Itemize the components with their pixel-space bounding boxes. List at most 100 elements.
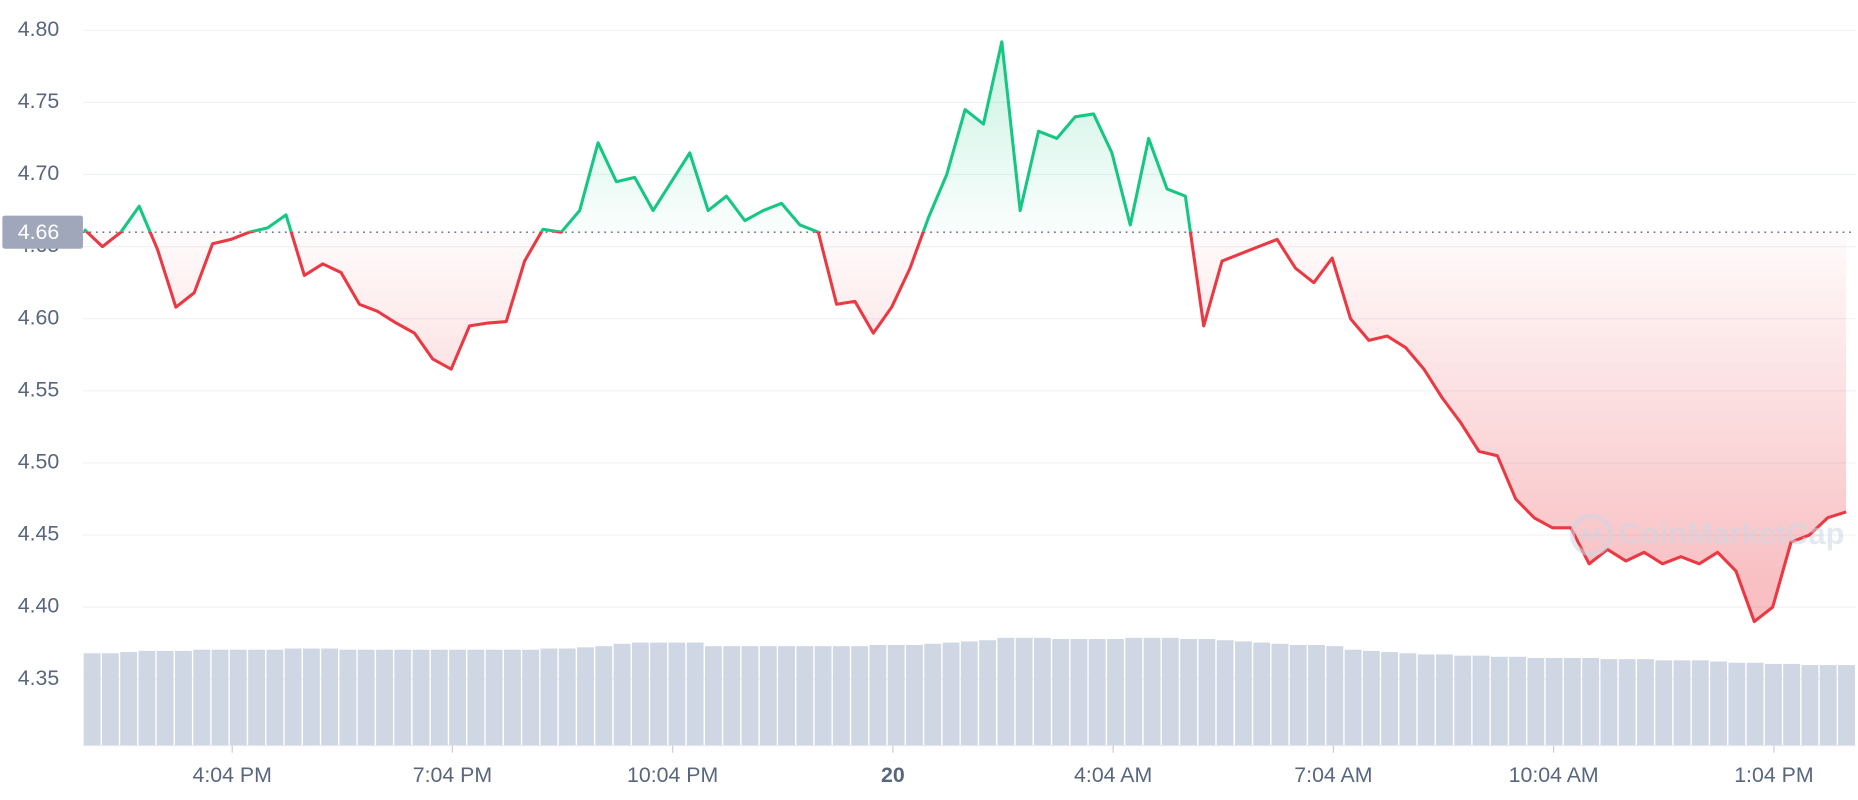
volume-bar	[1710, 661, 1727, 746]
volume-bar	[138, 650, 156, 746]
volume-bar	[357, 649, 375, 746]
x-tick-label: 7:04 PM	[413, 763, 492, 787]
y-tick-label: 4.70	[18, 161, 60, 185]
volume-bar	[1490, 656, 1508, 746]
volume-bar	[1381, 652, 1399, 746]
volume-bar	[1746, 662, 1764, 746]
volume-bar	[211, 649, 229, 746]
volume-bar	[942, 642, 960, 746]
volume-bar	[1655, 660, 1673, 746]
volume-bar	[1417, 654, 1435, 746]
x-tick-label: 1:04 PM	[1734, 763, 1813, 787]
volume-bar	[1271, 643, 1289, 746]
volume-bar	[248, 649, 265, 746]
volume-bar	[449, 649, 467, 746]
volume-bar	[1764, 663, 1782, 746]
volume-bar	[924, 643, 942, 746]
volume-bar	[1033, 637, 1051, 746]
baseline-label: 4.66	[18, 220, 59, 244]
volume-bar	[869, 644, 887, 746]
volume-bar	[321, 648, 339, 746]
volume-bar	[558, 648, 576, 746]
volume-bar	[1161, 637, 1179, 746]
volume-bar	[339, 649, 357, 746]
volume-bar	[1143, 637, 1161, 746]
volume-bar	[1819, 665, 1837, 746]
volume-bar	[430, 649, 448, 746]
y-tick-label: 4.75	[18, 89, 59, 113]
volume-bar	[266, 649, 284, 746]
volume-bar	[1637, 659, 1654, 746]
volume-bar	[1070, 639, 1088, 746]
volume-bar	[686, 642, 704, 746]
volume-bar	[887, 644, 905, 746]
volume-bar	[485, 649, 503, 746]
volume-bar	[1216, 640, 1234, 746]
volume-bar	[1783, 663, 1801, 746]
volume-bar	[759, 646, 777, 746]
volume-bar	[1234, 641, 1252, 746]
x-tick-label: 10:04 PM	[627, 763, 718, 787]
volume-bar	[394, 649, 412, 746]
volume-bar	[1344, 649, 1362, 746]
volume-bar	[175, 650, 192, 746]
volume-bar	[1399, 653, 1417, 746]
volume-bar	[1527, 657, 1545, 746]
volume-bar	[1180, 639, 1198, 746]
volume-bar	[1600, 659, 1618, 746]
volume-bar	[1198, 639, 1216, 746]
y-tick-label: 4.35	[18, 666, 59, 690]
volume-bar	[1618, 659, 1636, 746]
volume-bar	[101, 653, 119, 746]
volume-bar	[229, 649, 247, 746]
volume-bar	[83, 653, 101, 746]
volume-bar	[595, 646, 613, 746]
y-tick-label: 4.50	[18, 450, 60, 474]
volume-bar	[997, 637, 1015, 746]
axes: 4.354.404.454.504.554.604.654.704.754.80…	[2, 17, 1856, 787]
volume-bar	[796, 646, 814, 746]
watermark: CoinMarketCap	[1570, 513, 1845, 557]
volume-bar	[156, 650, 174, 746]
volume-bar	[1088, 639, 1106, 746]
volume-bar	[613, 643, 631, 746]
volume-bar	[376, 649, 393, 746]
volume-bar	[120, 652, 138, 746]
watermark-text: CoinMarketCap	[1619, 516, 1845, 551]
volume-bar	[1107, 639, 1124, 746]
volume-bar	[1436, 654, 1453, 746]
volume-bar	[302, 648, 320, 746]
x-tick-label: 20	[881, 763, 905, 787]
price-area	[84, 41, 1847, 622]
volume-bar	[1326, 646, 1344, 746]
volume-bar	[1582, 657, 1600, 746]
volume-bar	[1362, 650, 1380, 746]
volume-bar	[1545, 657, 1563, 746]
volume-bar	[1509, 656, 1526, 746]
x-tick-label: 10:04 AM	[1509, 763, 1599, 787]
volume-bar	[412, 649, 430, 746]
volume-bar	[577, 647, 594, 746]
volume-bar	[522, 649, 540, 746]
y-tick-label: 4.55	[18, 377, 59, 401]
volume-bar	[467, 649, 485, 746]
volume-bar	[705, 646, 722, 746]
volume-bar	[631, 642, 649, 746]
volume-bar	[1472, 655, 1490, 746]
volume-bar	[851, 646, 869, 746]
volume-bar	[1691, 660, 1709, 746]
volume-bar	[906, 644, 923, 746]
plot	[82, 40, 1856, 624]
volume-bar	[1563, 657, 1581, 746]
volume-bar	[778, 646, 795, 746]
volume-bar	[284, 648, 302, 746]
volume-bars	[83, 637, 1855, 746]
volume-bar	[1052, 639, 1070, 746]
y-tick-label: 4.40	[18, 594, 60, 618]
x-tick-label: 7:04 AM	[1294, 763, 1372, 787]
y-tick-label: 4.80	[18, 17, 60, 41]
watermark-logo-mark	[1579, 526, 1604, 543]
volume-bar	[979, 640, 996, 746]
